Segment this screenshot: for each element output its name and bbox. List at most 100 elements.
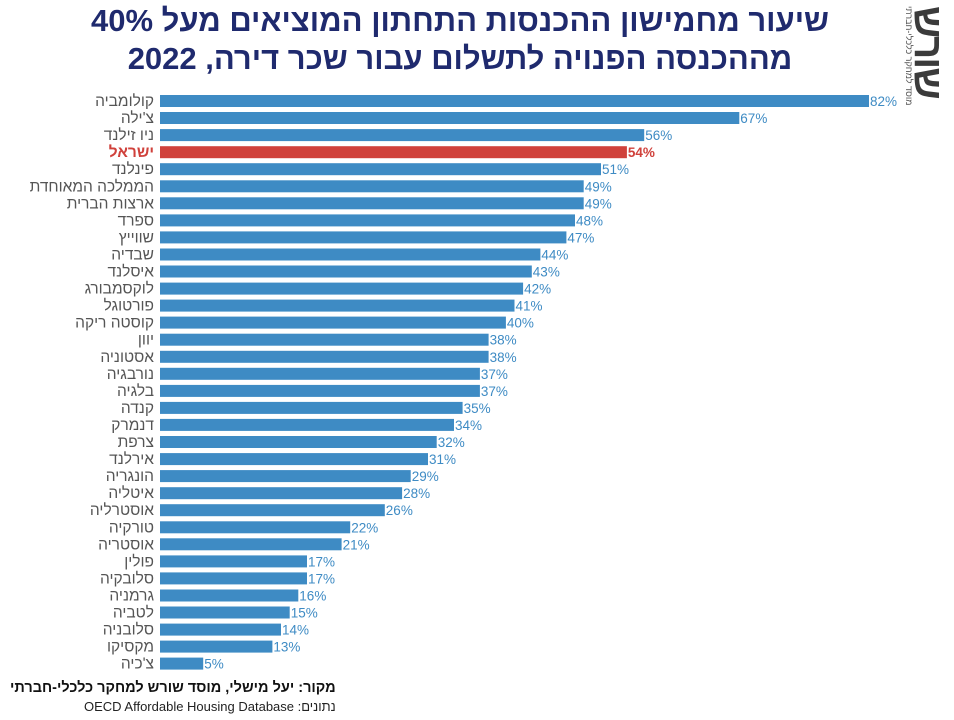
category-label-12: פורטוגל — [104, 298, 154, 315]
value-label-13: 40% — [507, 316, 534, 331]
chart-title: שיעור מחמישון ההכנסות התחתון המוציאים מע… — [20, 2, 900, 78]
value-label-1: 67% — [740, 111, 767, 126]
bar-11 — [160, 282, 524, 295]
data-credit: נתונים: OECD Affordable Housing Database — [10, 699, 336, 714]
bar-7 — [160, 214, 575, 227]
value-label-0: 82% — [870, 94, 897, 109]
category-label-26: אוסטריה — [98, 536, 154, 553]
value-label-18: 35% — [464, 401, 491, 416]
value-label-26: 21% — [343, 537, 370, 552]
category-label-1: צ'ילה — [121, 110, 154, 127]
value-label-33: 5% — [204, 657, 224, 672]
value-label-16: 37% — [481, 367, 508, 382]
category-label-0: קולומביה — [95, 93, 154, 110]
category-label-32: מקסיקו — [107, 639, 154, 656]
value-label-32: 13% — [273, 640, 300, 655]
value-label-9: 44% — [541, 248, 568, 263]
bar-33 — [160, 657, 204, 670]
bar-30 — [160, 606, 290, 619]
category-label-28: סלובקיה — [100, 570, 154, 587]
bar-16 — [160, 367, 480, 380]
category-label-14: יוון — [138, 332, 154, 349]
value-label-22: 29% — [412, 469, 439, 484]
category-label-21: אירלנד — [109, 451, 154, 468]
value-label-20: 32% — [438, 435, 465, 450]
value-label-15: 38% — [490, 350, 517, 365]
category-label-23: איטליה — [108, 485, 154, 502]
bar-32 — [160, 640, 273, 653]
bar-9 — [160, 248, 541, 261]
value-label-31: 14% — [282, 623, 309, 638]
logo-mark: שורש — [906, 6, 950, 98]
category-label-5: הממלכה המאוחדת — [30, 178, 154, 195]
value-label-4: 51% — [602, 162, 629, 177]
category-label-2: ניו זילנד — [104, 127, 154, 144]
category-label-9: שבדיה — [111, 247, 154, 264]
footer: מקור: יעל מישלי, מוסד שורש למחקר כלכלי-ח… — [10, 680, 336, 714]
value-label-11: 42% — [524, 282, 551, 297]
value-label-12: 41% — [516, 299, 543, 314]
category-label-16: נורבגיה — [107, 366, 154, 383]
category-label-24: אוסטרליה — [90, 502, 154, 519]
bar-19 — [160, 418, 454, 431]
value-label-5: 49% — [585, 179, 612, 194]
bar-1 — [160, 112, 740, 124]
category-label-22: הונגריה — [106, 468, 154, 485]
category-label-33: צ'כיה — [121, 656, 154, 673]
bar-27 — [160, 555, 307, 568]
data-credit-source: OECD Affordable Housing Database — [83, 699, 295, 714]
bar-24 — [160, 504, 385, 517]
value-label-17: 37% — [481, 384, 508, 399]
data-credit-label: נתונים: — [297, 699, 336, 714]
bar-28 — [160, 572, 307, 585]
category-label-27: פולין — [124, 553, 154, 570]
bar-8 — [160, 231, 567, 244]
bar-14 — [160, 333, 489, 346]
category-label-31: סלובניה — [103, 622, 154, 639]
chart-title-line-2: מההכנסה הפנויה לתשלום עבור שכר דירה, 202… — [127, 41, 793, 76]
value-label-19: 34% — [455, 418, 482, 433]
category-label-3: ישראל — [109, 144, 154, 161]
bar-12 — [160, 299, 515, 312]
category-label-6: ארצות הברית — [67, 195, 155, 212]
category-label-30: לטביה — [113, 605, 154, 622]
bar-18 — [160, 401, 463, 414]
category-label-11: לוקסמבורג — [85, 281, 154, 298]
value-label-10: 43% — [533, 265, 560, 280]
value-label-21: 31% — [429, 452, 456, 467]
value-label-29: 16% — [299, 589, 326, 604]
bar-26 — [160, 538, 342, 551]
bar-17 — [160, 384, 480, 397]
bar-4 — [160, 163, 601, 176]
source-credit: מקור: יעל מישלי, מוסד שורש למחקר כלכלי-ח… — [10, 680, 336, 696]
shoresh-logo: שורש מוסד למחקר כלכלי-חברתי — [904, 6, 950, 110]
bar-31 — [160, 623, 281, 636]
bar-23 — [160, 487, 403, 500]
value-label-27: 17% — [308, 554, 335, 569]
category-label-10: איסלנד — [108, 264, 155, 281]
logo-subtitle: מוסד למחקר כלכלי-חברתי — [904, 6, 914, 106]
bar-22 — [160, 470, 411, 483]
value-label-28: 17% — [308, 571, 335, 586]
value-label-30: 15% — [291, 606, 318, 621]
value-label-23: 28% — [403, 486, 430, 501]
value-label-2: 56% — [645, 128, 672, 143]
bar-15 — [160, 350, 489, 363]
category-label-19: דנמרק — [111, 417, 154, 434]
bar-20 — [160, 436, 437, 448]
value-label-25: 22% — [351, 520, 378, 535]
bar-2 — [160, 129, 645, 142]
bar-5 — [160, 180, 584, 193]
category-label-4: פינלנד — [112, 161, 154, 178]
chart-title-line-1: שיעור מחמישון ההכנסות התחתון המוציאים מע… — [90, 3, 830, 38]
category-label-7: ספרד — [118, 212, 154, 229]
bar-0 — [160, 95, 869, 107]
category-label-17: בלגיה — [117, 383, 154, 400]
category-label-13: קוסטה ריקה — [75, 315, 154, 332]
value-label-24: 26% — [386, 503, 413, 518]
bar-6 — [160, 197, 584, 210]
bar-13 — [160, 316, 506, 329]
category-label-8: שווייץ — [119, 229, 154, 246]
value-label-14: 38% — [490, 333, 517, 348]
